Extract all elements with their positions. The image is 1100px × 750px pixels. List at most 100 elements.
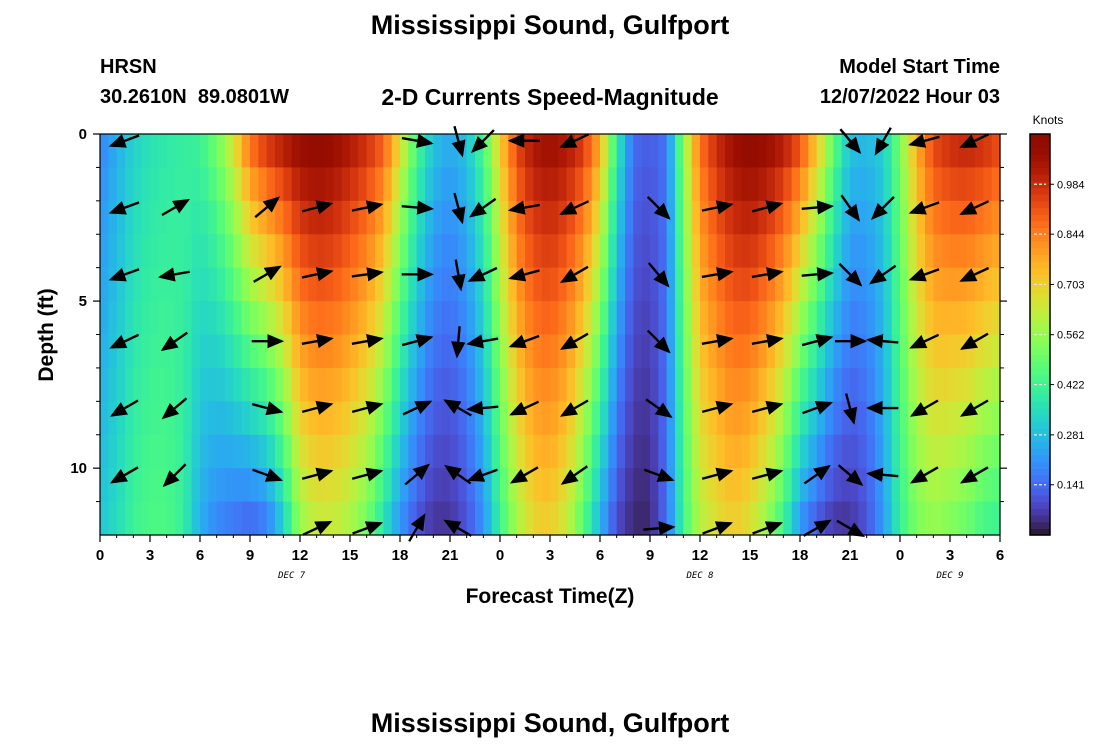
heatmap-cell bbox=[150, 134, 159, 169]
current-vector-arrow bbox=[752, 521, 784, 535]
heatmap-cell bbox=[508, 200, 518, 235]
colorbar-segment bbox=[1030, 174, 1050, 182]
heatmap-cell bbox=[108, 501, 118, 536]
heatmap-cell bbox=[741, 434, 751, 469]
heatmap-cell bbox=[966, 134, 976, 169]
heatmap-cell bbox=[241, 167, 251, 202]
heatmap-cell bbox=[991, 134, 1001, 169]
heatmap-cell bbox=[108, 468, 118, 503]
heatmap-cell bbox=[375, 334, 384, 369]
heatmap-cell bbox=[475, 200, 484, 235]
heatmap-cell bbox=[558, 200, 568, 235]
heatmap-cell bbox=[191, 501, 201, 536]
heatmap-cell bbox=[550, 468, 559, 503]
heatmap-cell bbox=[783, 367, 793, 402]
heatmap-cell bbox=[891, 167, 901, 202]
heatmap-cell bbox=[908, 234, 918, 269]
heatmap-cell bbox=[633, 167, 643, 202]
heatmap-cell bbox=[291, 134, 301, 169]
heatmap-cell bbox=[825, 434, 834, 469]
heatmap-cell bbox=[658, 134, 668, 169]
heatmap-cell bbox=[366, 200, 376, 235]
current-vector-arrow bbox=[647, 262, 670, 288]
heatmap-cell bbox=[733, 234, 743, 269]
heatmap-cell bbox=[533, 468, 543, 503]
heatmap-cell bbox=[216, 468, 226, 503]
heatmap-cell bbox=[783, 401, 793, 436]
heatmap-cell bbox=[208, 167, 218, 202]
heatmap-cell bbox=[725, 468, 734, 503]
heatmap-cell bbox=[641, 401, 651, 436]
heatmap-cell bbox=[291, 501, 301, 536]
heatmap-cell bbox=[775, 334, 784, 369]
heatmap-cell bbox=[200, 267, 209, 302]
heatmap-cell bbox=[991, 267, 1001, 302]
heatmap-cell bbox=[108, 234, 118, 269]
heatmap-cell bbox=[983, 501, 993, 536]
heatmap-cell bbox=[250, 334, 259, 369]
heatmap-cell bbox=[358, 434, 368, 469]
heatmap-cell bbox=[700, 234, 709, 269]
heatmap-cell bbox=[266, 301, 276, 336]
colorbar-segment bbox=[1030, 287, 1050, 295]
x-axis-label: Forecast Time(Z) bbox=[465, 585, 635, 608]
heatmap-cell bbox=[516, 200, 526, 235]
heatmap-cell bbox=[150, 267, 159, 302]
heatmap-cell bbox=[650, 501, 659, 536]
heatmap-cell bbox=[841, 367, 851, 402]
heatmap-cell bbox=[491, 501, 501, 536]
heatmap-cell bbox=[375, 401, 384, 436]
heatmap-cell bbox=[516, 134, 526, 169]
heatmap-cell bbox=[908, 468, 918, 503]
heatmap-cell bbox=[191, 234, 201, 269]
heatmap-cell bbox=[100, 167, 109, 202]
heatmap-cell bbox=[658, 501, 668, 536]
heatmap-cell bbox=[325, 367, 334, 402]
heatmap-cell bbox=[825, 134, 834, 169]
heatmap-cell bbox=[391, 267, 401, 302]
heatmap-cell bbox=[583, 267, 593, 302]
heatmap-cell bbox=[675, 134, 684, 169]
heatmap-cell bbox=[333, 434, 343, 469]
heatmap-cell bbox=[950, 134, 959, 169]
colorbar-segment bbox=[1030, 160, 1050, 169]
heatmap-cell bbox=[908, 401, 918, 436]
heatmap-cell bbox=[325, 167, 334, 202]
heatmap-cell bbox=[550, 134, 559, 169]
heatmap-cell bbox=[150, 501, 159, 536]
heatmap-cell bbox=[591, 367, 601, 402]
heatmap-cell bbox=[616, 234, 626, 269]
heatmap-cell bbox=[291, 167, 301, 202]
heatmap-cell bbox=[258, 267, 268, 302]
heatmap-cell bbox=[783, 200, 793, 235]
heatmap-cell bbox=[566, 501, 576, 536]
heatmap-cell bbox=[666, 401, 676, 436]
heatmap-cell bbox=[775, 468, 784, 503]
heatmap-cell bbox=[283, 267, 293, 302]
heatmap-cell bbox=[316, 200, 326, 235]
current-vector-arrow bbox=[351, 400, 384, 415]
heatmap-cell bbox=[491, 367, 501, 402]
current-vector-arrow bbox=[559, 200, 590, 215]
heatmap-cell bbox=[208, 267, 218, 302]
x-tick-label: 21 bbox=[442, 547, 459, 564]
heatmap-cell bbox=[283, 200, 293, 235]
heatmap-cell bbox=[416, 334, 426, 369]
heatmap-cell bbox=[783, 468, 793, 503]
heatmap-cell bbox=[758, 234, 768, 269]
current-vector-arrow bbox=[508, 267, 540, 282]
current-vector-arrow bbox=[160, 331, 188, 352]
heatmap-cell bbox=[616, 267, 626, 302]
heatmap-cell bbox=[350, 134, 359, 169]
heatmap-cell bbox=[458, 200, 468, 235]
current-vector-arrow bbox=[252, 468, 284, 482]
current-vector-arrow bbox=[108, 267, 140, 282]
heatmap-cell bbox=[816, 367, 826, 402]
heatmap-cell bbox=[100, 200, 109, 235]
heatmap-cell bbox=[166, 401, 176, 436]
heatmap-cell bbox=[891, 301, 901, 336]
heatmap-cell bbox=[625, 401, 634, 436]
heatmap-cell bbox=[808, 501, 818, 536]
heatmap-cell bbox=[858, 134, 868, 169]
heatmap-cell bbox=[425, 134, 434, 169]
